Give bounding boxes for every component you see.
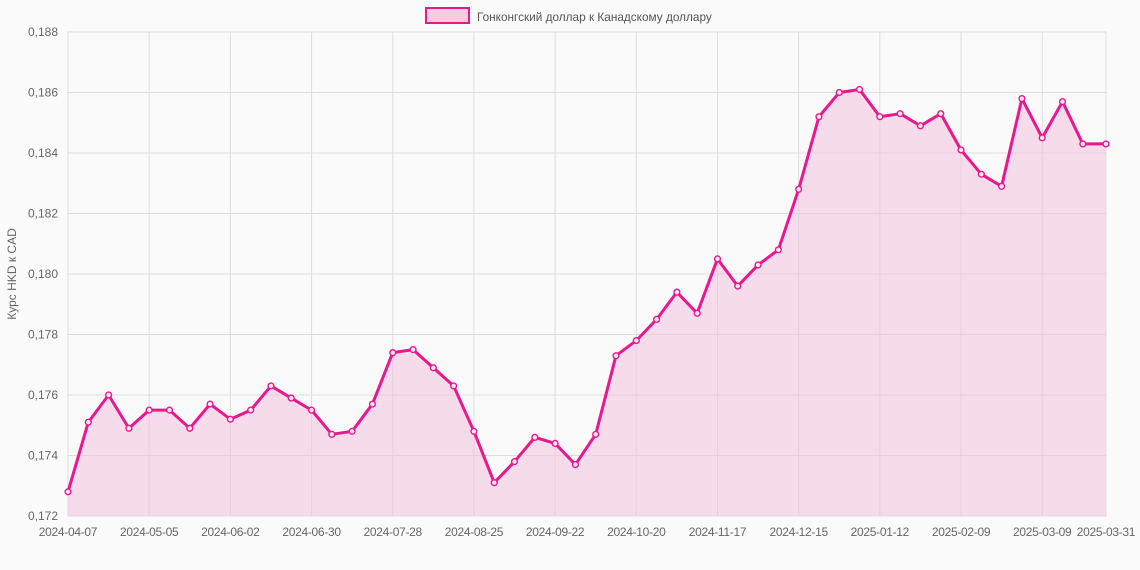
svg-text:0,172: 0,172 [28,509,58,523]
svg-text:2024-07-28: 2024-07-28 [364,525,423,539]
svg-text:Курс HKD к CAD: Курс HKD к CAD [5,228,19,320]
svg-text:2025-03-31: 2025-03-31 [1077,525,1136,539]
svg-text:0,186: 0,186 [28,86,58,100]
svg-text:2025-01-12: 2025-01-12 [851,525,910,539]
svg-text:0,174: 0,174 [28,449,58,463]
svg-text:0,188: 0,188 [28,25,58,39]
svg-text:2025-03-09: 2025-03-09 [1013,525,1072,539]
svg-text:0,178: 0,178 [28,328,58,342]
svg-text:Гонконгский доллар к Канадском: Гонконгский доллар к Канадскому доллару [477,10,712,24]
svg-text:2024-10-20: 2024-10-20 [607,525,666,539]
svg-text:0,184: 0,184 [28,146,58,160]
svg-text:2024-05-05: 2024-05-05 [120,525,179,539]
svg-text:2024-06-02: 2024-06-02 [201,525,260,539]
svg-text:2024-11-17: 2024-11-17 [689,525,747,539]
svg-text:0,176: 0,176 [28,388,58,402]
svg-text:2024-09-22: 2024-09-22 [526,525,585,539]
svg-text:2024-06-30: 2024-06-30 [282,525,341,539]
svg-text:2024-04-07: 2024-04-07 [39,525,98,539]
svg-text:2025-02-09: 2025-02-09 [932,525,991,539]
svg-text:2024-12-15: 2024-12-15 [769,525,828,539]
svg-text:0,182: 0,182 [28,207,58,221]
svg-text:2024-08-25: 2024-08-25 [445,525,504,539]
svg-text:0,180: 0,180 [28,267,58,281]
